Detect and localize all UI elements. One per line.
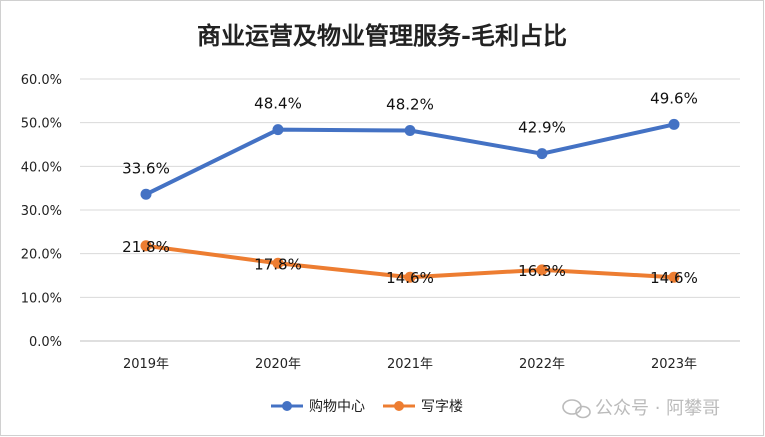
y-axis-ticks: 0.0% 10.0% 20.0% 30.0% 40.0% 50.0% 60.0% <box>21 73 62 350</box>
data-point <box>272 124 284 136</box>
legend-marker-office <box>394 401 404 411</box>
legend-label-shopping-center: 购物中心 <box>309 399 365 415</box>
data-point <box>140 240 152 252</box>
data-point <box>140 188 152 200</box>
x-tick-label: 2023年 <box>651 357 697 372</box>
watermark: 公众号 · 阿攀哥 <box>562 398 720 419</box>
y-tick-label: 10.0% <box>21 291 62 306</box>
data-point <box>404 271 416 283</box>
y-tick-label: 30.0% <box>21 204 62 219</box>
legend: 购物中心 写字楼 <box>271 399 463 415</box>
data-point <box>668 118 680 130</box>
data-label: 14.6% <box>386 269 434 287</box>
wechat-icon <box>562 399 591 419</box>
data-point <box>404 125 416 137</box>
chart-title: 商业运营及物业管理服务-毛利占比 <box>197 21 567 50</box>
series-layer <box>140 118 680 283</box>
legend-marker-shopping-center <box>282 401 292 411</box>
data-point <box>536 148 548 160</box>
x-tick-label: 2021年 <box>387 357 433 372</box>
x-tick-label: 2019年 <box>123 357 169 372</box>
data-label: 48.2% <box>386 96 434 114</box>
data-point <box>536 264 548 276</box>
y-tick-label: 60.0% <box>21 73 62 88</box>
y-tick-label: 50.0% <box>21 117 62 132</box>
data-label: 33.6% <box>122 159 170 177</box>
data-label: 14.6% <box>650 269 698 287</box>
watermark-text: 公众号 · 阿攀哥 <box>595 398 720 419</box>
data-point <box>668 271 680 283</box>
x-axis-ticks: 2019年 2020年 2021年 2022年 2023年 <box>123 357 697 372</box>
data-labels: 33.6% 48.4% 48.2% 42.9% 49.6% 21.8% 17.8% 14.6%… <box>122 89 698 287</box>
legend-label-office: 写字楼 <box>421 399 463 415</box>
grid-lines <box>80 78 740 342</box>
x-tick-label: 2022年 <box>519 357 565 372</box>
data-label: 17.8% <box>254 255 302 273</box>
y-tick-label: 20.0% <box>21 248 62 263</box>
data-label: 16.3% <box>518 262 566 280</box>
data-label: 21.8% <box>122 238 170 256</box>
legend-item-office: 写字楼 <box>383 399 463 415</box>
data-label: 48.4% <box>254 95 302 113</box>
data-label: 42.9% <box>518 119 566 137</box>
legend-item-shopping-center: 购物中心 <box>271 399 365 415</box>
y-tick-label: 0.0% <box>29 335 62 350</box>
x-tick-label: 2020年 <box>255 357 301 372</box>
data-label: 49.6% <box>650 89 698 107</box>
y-tick-label: 40.0% <box>21 160 62 175</box>
data-point <box>272 257 284 269</box>
